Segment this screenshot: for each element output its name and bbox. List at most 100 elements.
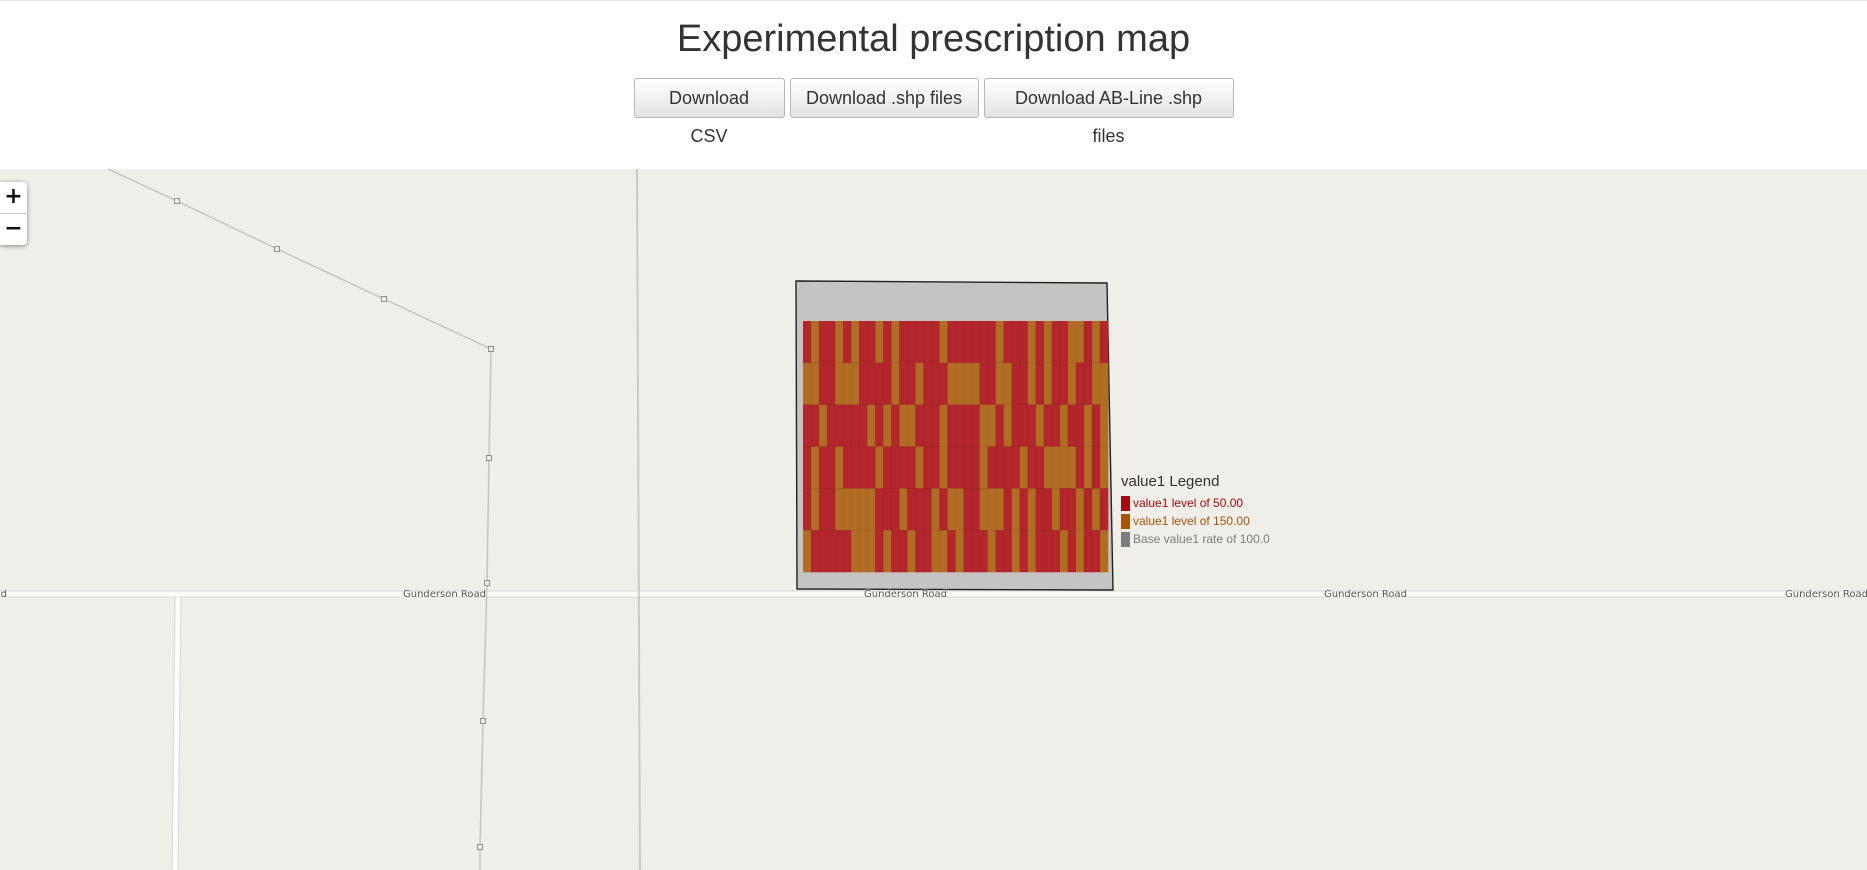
- map-viewport[interactable]: + − Gunderson Road Gunderson Road Gunder…: [0, 169, 1867, 870]
- grid-cell-high[interactable]: [1003, 362, 1012, 405]
- grid-cell-high[interactable]: [939, 446, 948, 489]
- grid-cell-low[interactable]: [971, 488, 980, 531]
- grid-cell-low[interactable]: [1059, 362, 1069, 405]
- grid-cell-low[interactable]: [1075, 362, 1085, 405]
- grid-cell-high[interactable]: [851, 321, 860, 364]
- grid-cell-low[interactable]: [827, 362, 836, 405]
- grid-cell-low[interactable]: [803, 446, 812, 489]
- grid-cell-low[interactable]: [1067, 404, 1077, 447]
- grid-cell-high[interactable]: [851, 530, 860, 573]
- grid-cell-low[interactable]: [1019, 488, 1029, 531]
- grid-cell-high[interactable]: [1027, 362, 1037, 405]
- grid-cell-low[interactable]: [923, 488, 932, 531]
- grid-cell-low[interactable]: [1075, 404, 1085, 447]
- grid-cell-high[interactable]: [915, 446, 924, 489]
- grid-cell-high[interactable]: [883, 404, 892, 447]
- grid-cell-low[interactable]: [931, 446, 940, 489]
- grid-cell-low[interactable]: [907, 488, 916, 531]
- grid-cell-high[interactable]: [803, 362, 812, 405]
- grid-cell-low[interactable]: [1067, 488, 1077, 531]
- grid-cell-low[interactable]: [1059, 321, 1069, 364]
- grid-cell-low[interactable]: [1091, 446, 1101, 489]
- grid-cell-low[interactable]: [915, 488, 924, 531]
- grid-cell-low[interactable]: [1051, 362, 1061, 405]
- grid-cell-high[interactable]: [1099, 404, 1109, 447]
- grid-cell-low[interactable]: [1019, 404, 1029, 447]
- grid-cell-low[interactable]: [891, 530, 900, 573]
- grid-cell-low[interactable]: [835, 404, 844, 447]
- grid-cell-low[interactable]: [859, 446, 868, 489]
- grid-cell-low[interactable]: [923, 530, 932, 573]
- grid-cell-high[interactable]: [811, 362, 820, 405]
- grid-cell-low[interactable]: [899, 321, 908, 364]
- grid-cell-low[interactable]: [939, 362, 948, 405]
- grid-cell-low[interactable]: [979, 362, 988, 405]
- grid-cell-high[interactable]: [1083, 404, 1093, 447]
- grid-cell-low[interactable]: [1099, 488, 1109, 531]
- grid-cell-low[interactable]: [923, 446, 932, 489]
- grid-cell-low[interactable]: [843, 446, 852, 489]
- grid-cell-high[interactable]: [835, 446, 844, 489]
- grid-cell-low[interactable]: [883, 362, 892, 405]
- grid-cell-high[interactable]: [1003, 404, 1012, 447]
- grid-cell-high[interactable]: [907, 530, 916, 573]
- grid-cell-low[interactable]: [1091, 530, 1101, 573]
- grid-cell-high[interactable]: [819, 404, 828, 447]
- grid-cell-high[interactable]: [1067, 446, 1077, 489]
- grid-cell-high[interactable]: [899, 488, 908, 531]
- grid-cell-low[interactable]: [931, 362, 940, 405]
- grid-cell-low[interactable]: [979, 530, 988, 573]
- grid-cell-low[interactable]: [963, 530, 972, 573]
- grid-cell-high[interactable]: [867, 488, 876, 531]
- grid-cell-low[interactable]: [811, 404, 820, 447]
- grid-cell-high[interactable]: [1019, 446, 1029, 489]
- grid-cell-high[interactable]: [1027, 488, 1037, 531]
- grid-cell-low[interactable]: [803, 404, 812, 447]
- grid-cell-high[interactable]: [955, 488, 964, 531]
- grid-cell-low[interactable]: [979, 321, 988, 364]
- grid-cell-low[interactable]: [963, 446, 972, 489]
- grid-cell-high[interactable]: [1043, 362, 1053, 405]
- grid-cell-high[interactable]: [987, 404, 996, 447]
- grid-cell-high[interactable]: [939, 404, 948, 447]
- download-csv-button[interactable]: Download CSV: [633, 78, 785, 146]
- grid-cell-low[interactable]: [947, 404, 956, 447]
- grid-cell-high[interactable]: [955, 362, 964, 405]
- grid-cell-low[interactable]: [1027, 446, 1037, 489]
- zoom-in-button[interactable]: +: [0, 182, 27, 214]
- grid-cell-low[interactable]: [923, 321, 932, 364]
- grid-cell-high[interactable]: [971, 362, 980, 405]
- grid-cell-low[interactable]: [851, 404, 860, 447]
- grid-cell-low[interactable]: [875, 530, 884, 573]
- grid-cell-high[interactable]: [1043, 446, 1053, 489]
- grid-cell-low[interactable]: [1011, 446, 1021, 489]
- grid-cell-low[interactable]: [1035, 446, 1045, 489]
- grid-cell-low[interactable]: [1043, 404, 1053, 447]
- grid-cell-low[interactable]: [875, 404, 884, 447]
- grid-cell-high[interactable]: [995, 321, 1004, 364]
- grid-cell-low[interactable]: [1083, 362, 1093, 405]
- grid-cell-high[interactable]: [955, 530, 964, 573]
- grid-cell-low[interactable]: [891, 404, 900, 447]
- grid-cell-low[interactable]: [915, 321, 924, 364]
- grid-cell-low[interactable]: [995, 404, 1004, 447]
- grid-cell-high[interactable]: [1051, 446, 1061, 489]
- grid-cell-high[interactable]: [1011, 530, 1021, 573]
- grid-cell-low[interactable]: [1099, 321, 1109, 364]
- grid-cell-low[interactable]: [827, 321, 836, 364]
- grid-cell-high[interactable]: [835, 362, 844, 405]
- grid-cell-high[interactable]: [891, 362, 900, 405]
- grid-cell-low[interactable]: [931, 404, 940, 447]
- grid-cell-low[interactable]: [1019, 321, 1029, 364]
- grid-cell-low[interactable]: [1003, 488, 1012, 531]
- grid-cell-high[interactable]: [1083, 446, 1093, 489]
- grid-cell-low[interactable]: [971, 321, 980, 364]
- grid-cell-high[interactable]: [843, 362, 852, 405]
- grid-cell-high[interactable]: [1099, 362, 1109, 405]
- grid-cell-low[interactable]: [995, 446, 1004, 489]
- grid-cell-low[interactable]: [1011, 404, 1021, 447]
- grid-cell-low[interactable]: [819, 362, 828, 405]
- grid-cell-low[interactable]: [955, 446, 964, 489]
- grid-cell-low[interactable]: [947, 446, 956, 489]
- zoom-out-button[interactable]: −: [4, 216, 23, 241]
